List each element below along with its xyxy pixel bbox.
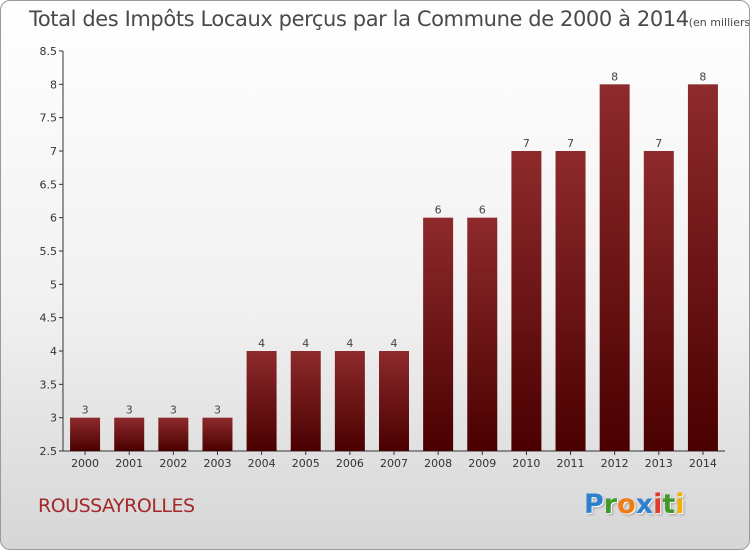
x-tick-label: 2001 [115,457,143,470]
data-label: 8 [611,70,618,83]
data-label: 3 [126,404,133,417]
y-tick-label: 8.5 [40,45,58,58]
x-tick-label: 2003 [203,457,231,470]
data-label: 7 [655,137,662,150]
y-tick-label: 3 [50,412,57,425]
x-tick-label: 2008 [424,457,452,470]
logo-letter: r [603,489,618,520]
bar [158,417,189,451]
bar [334,351,365,451]
x-tick-label: 2002 [159,457,187,470]
x-tick-label: 2000 [71,457,99,470]
data-label: 8 [699,70,706,83]
logo-letter: i [653,489,663,520]
logo-letter: P [584,489,604,520]
y-tick-label: 4 [50,345,57,358]
y-tick-label: 6.5 [40,178,58,191]
bars [70,84,718,451]
bar [687,84,718,451]
data-labels: 3 3 3 3 4 4 4 4 6 6 7 7 8 7 8 [82,70,707,416]
bar [290,351,321,451]
bar [555,151,586,451]
data-label: 4 [346,337,353,350]
bar [467,217,498,451]
bar [599,84,630,451]
chart-title: Total des Impôts Locaux perçus par la Co… [29,7,750,31]
x-tick-label: 2004 [248,457,276,470]
bar [511,151,542,451]
data-label: 7 [523,137,530,150]
y-tick-label: 5 [50,278,57,291]
logo-letter: x [635,489,654,520]
x-tick-label: 2007 [380,457,408,470]
x-tick-label: 2014 [689,457,717,470]
y-tick-label: 2.5 [40,445,58,458]
x-tick-label: 2012 [601,457,629,470]
bar [423,217,454,451]
bar [114,417,145,451]
data-label: 3 [214,404,221,417]
bar [70,417,101,451]
logo-letter: i [675,489,685,520]
x-tick-label: 2011 [557,457,585,470]
logo-letter: o [617,489,636,520]
x-tick-label: 2013 [645,457,673,470]
data-label: 4 [302,337,309,350]
data-label: 7 [567,137,574,150]
commune-name: ROUSSAYROLLES [38,495,195,517]
proxiti-logo: Proxiti [584,489,685,520]
y-tick-label: 7.5 [40,112,58,125]
data-label: 6 [479,204,486,217]
data-label: 4 [258,337,265,350]
y-tick-label: 5.5 [40,245,58,258]
chart-title-text: Total des Impôts Locaux perçus par la Co… [29,7,689,31]
bar [379,351,409,451]
axes: 2.5 3 3.5 4 4.5 5 5.5 6 6.5 7 7.5 8 8.5 2000 2001 2002 2… [40,45,725,470]
y-tick-label: 4.5 [40,312,58,325]
bar [643,151,674,451]
x-tick-label: 2009 [468,457,496,470]
y-tick-label: 7 [50,145,57,158]
data-label: 4 [391,337,398,350]
y-tick-label: 8 [50,78,57,91]
data-label: 3 [82,404,89,417]
bar [246,351,277,451]
data-label: 3 [170,404,177,417]
logo-letter: t [662,489,676,520]
y-tick-label: 6 [50,212,57,225]
data-label: 6 [435,204,442,217]
y-tick-label: 3.5 [40,378,58,391]
bar [202,417,233,451]
x-tick-label: 2010 [512,457,540,470]
chart-subtitle: (en milliers d'€) [688,16,750,29]
x-tick-label: 2005 [292,457,320,470]
x-tick-label: 2006 [336,457,364,470]
